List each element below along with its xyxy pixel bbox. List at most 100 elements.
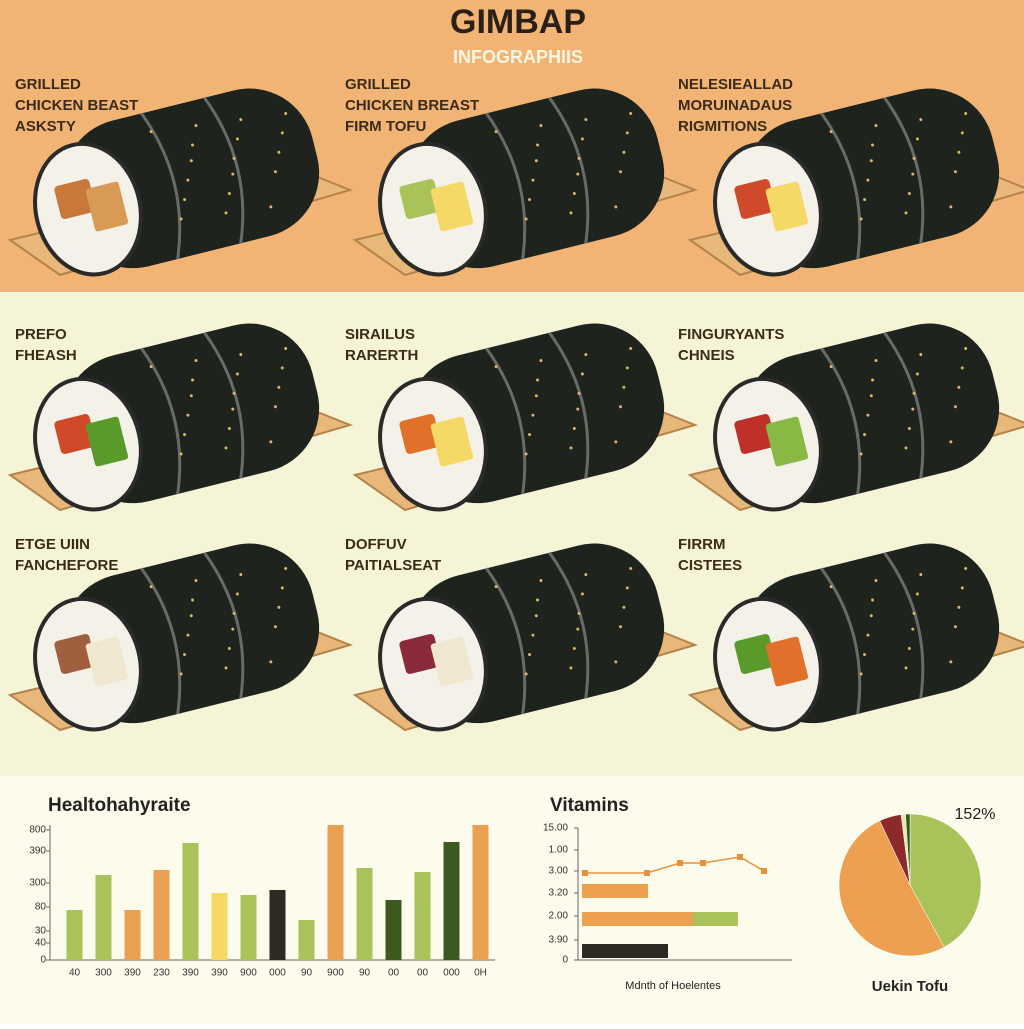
sesame [874,124,878,128]
sesame [907,427,911,431]
sesame [179,452,183,456]
roll-body [33,323,320,512]
sesame [572,427,576,431]
sesame [576,407,580,411]
sesame [953,625,957,629]
sesame [534,159,538,163]
sesame [584,118,588,122]
y-tick-label: 3.00 [549,866,569,877]
sesame [239,573,243,577]
sesame [629,347,633,351]
sesame [183,198,187,202]
sesame [866,413,870,417]
sesame [829,130,833,134]
seam [548,331,590,479]
sesame [277,150,281,154]
chart-title: Healtohahyraite [48,795,191,816]
y-tick-label: 800 [29,825,46,836]
bar [582,912,693,926]
y-tick-label: 0 [40,955,46,966]
sesame [235,372,239,376]
sesame [584,573,588,577]
sesame [904,446,908,450]
roll-body [713,323,1000,512]
sesame [269,660,273,664]
sesame [625,586,629,590]
sesame [534,614,538,618]
sesame [625,366,629,370]
filling [54,178,96,219]
bar [356,868,373,960]
sesame [863,653,867,657]
filling [399,633,441,674]
sesame [536,143,540,147]
sesame [227,647,231,651]
sesame [224,211,228,215]
sesame [194,359,198,363]
sesame [224,446,228,450]
subtitle: INFOGRAPHIIS [453,47,583,67]
sesame [960,586,964,590]
bar [182,843,199,960]
sesame [919,118,923,122]
gimbap-roll [7,543,354,732]
item-label: RARERTH [345,347,418,364]
filling [765,181,809,232]
sesame [915,372,919,376]
sesame [911,407,915,411]
sesame [536,598,540,602]
sesame [284,567,288,571]
sesame [629,112,633,116]
bar [269,890,286,960]
item-label: CHICKEN BREAST [345,97,479,114]
bar [582,884,648,898]
y-tick-label: 30 [35,926,47,937]
sesame [953,405,957,409]
sesame [580,137,584,141]
sesame [584,353,588,357]
sesame [179,672,183,676]
sesame [863,433,867,437]
item-label: FIRRM [678,536,726,553]
sesame [528,433,532,437]
sesame [531,633,535,637]
sesame [829,365,833,369]
filling [399,178,441,219]
sesame [569,211,573,215]
sesame [572,647,576,651]
sesame [912,391,916,395]
sesame [186,633,190,637]
filling [430,181,474,232]
seam [820,112,862,260]
seam [140,347,182,495]
gimbap-roll [687,88,1024,277]
y-tick-label: 3.90 [549,935,569,946]
bar [153,870,170,960]
sesame [957,385,961,389]
y-tick-label: 1.00 [549,845,569,856]
seam [485,347,527,495]
x-tick-label: 390 [124,968,141,979]
x-tick-label: 00 [417,968,429,979]
sesame [194,579,198,583]
gimbap-roll [687,323,1024,512]
sesame [576,172,580,176]
sesame [869,159,873,163]
sesame [539,579,543,583]
sesame [614,660,618,664]
pie-slice [909,813,982,948]
pie-label: Uekin Tofu [872,978,948,995]
sesame [629,567,633,571]
sesame [915,137,919,141]
seam [883,551,925,699]
sesame [273,170,277,174]
seam [883,331,925,479]
pie-annotation: 152% [955,806,996,823]
sesame [227,192,231,196]
seam [203,551,245,699]
bar [240,895,257,960]
sesame [964,347,968,351]
item-label: FANCHEFORE [15,557,118,574]
sesame [528,198,532,202]
